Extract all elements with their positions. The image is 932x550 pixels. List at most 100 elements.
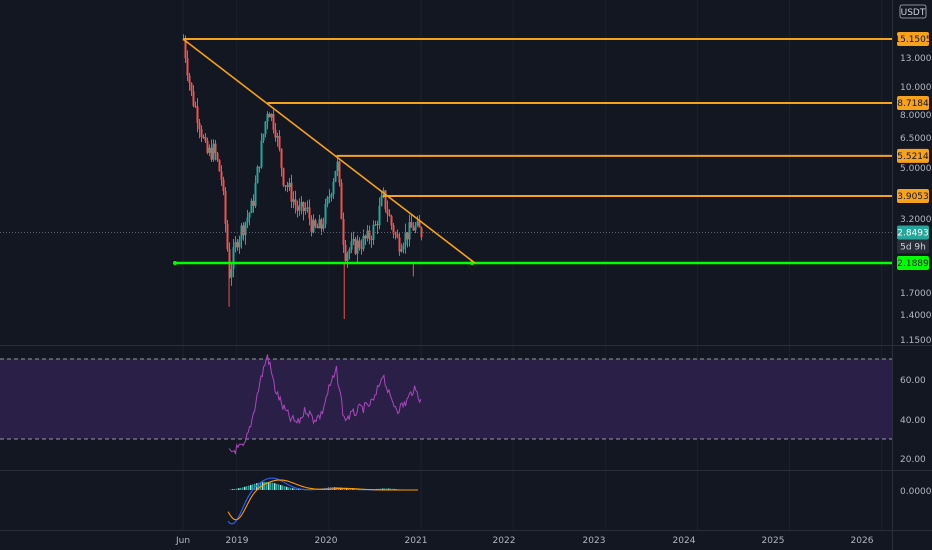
price-tick-label: 1.4000	[900, 311, 932, 321]
macd-histogram-bar	[272, 482, 274, 490]
price-tick-label: 1.7000	[900, 289, 932, 299]
candle-body	[392, 225, 395, 234]
candle-body	[264, 121, 267, 135]
candle-body	[196, 106, 199, 123]
candle-body	[312, 220, 315, 232]
time-tick-label: 2022	[493, 536, 516, 546]
rsi-tick-label: 40.00	[900, 416, 926, 426]
candle-body	[222, 179, 225, 192]
candle-body	[336, 161, 339, 171]
candle-body	[250, 200, 253, 213]
resistance-price-tag-bg	[897, 95, 929, 110]
rsi-band-fill	[0, 359, 892, 439]
trendline[interactable]	[182, 38, 476, 264]
candle-body	[260, 140, 263, 168]
candle-body	[408, 222, 411, 240]
candle-body	[290, 182, 293, 202]
candle-body	[330, 194, 333, 198]
price-tick-label: 8.0000	[900, 111, 932, 121]
macd-histogram-bar	[268, 482, 270, 490]
candle-body	[234, 242, 237, 248]
macd-histogram-bar	[284, 486, 286, 490]
candle-body	[414, 225, 417, 231]
candle-body	[386, 209, 389, 215]
resistance-price-tag-text: 8.7184	[897, 99, 929, 109]
candle-body	[390, 216, 393, 226]
candle-body	[270, 114, 273, 118]
macd-histogram-bar	[264, 482, 266, 490]
resistance-price-tag-bg	[897, 148, 929, 163]
macd-histogram-bar	[392, 488, 394, 490]
candle-body	[418, 221, 421, 228]
candle-body	[376, 224, 379, 226]
price-tick-label: 1.1500	[900, 336, 932, 346]
macd-histogram-bar	[300, 489, 302, 490]
time-tick-label: 2026	[851, 536, 874, 546]
candle-body	[258, 166, 261, 168]
candle-body	[292, 199, 295, 202]
resistance-price-tag-text: 5.5214	[897, 152, 929, 162]
candle-body	[338, 161, 341, 183]
macd-histogram-bar	[286, 486, 288, 490]
candle-body	[212, 143, 215, 160]
candle-body	[332, 181, 335, 195]
candle-body	[246, 217, 249, 223]
candle-body	[368, 230, 371, 240]
macd-histogram-bar	[382, 488, 384, 490]
current-price-tag: 2.8493	[897, 225, 929, 240]
candle-body	[254, 183, 257, 206]
candle-body	[406, 232, 409, 240]
time-tick-label: 2025	[762, 536, 785, 546]
macd-histogram-bar	[296, 488, 298, 490]
candle-body	[402, 245, 405, 250]
macd-histogram-bar	[256, 483, 258, 490]
candle-body	[190, 82, 193, 92]
price-tags: 15.1505 8.7184 5.5214 3.9053 2.8493 5d 9h 2.18…	[894, 32, 932, 270]
candle-body	[204, 137, 207, 141]
macd-histogram-bar	[232, 489, 234, 490]
candle-body	[370, 239, 373, 241]
macd-histogram-bar	[280, 484, 282, 490]
macd-histogram-bar	[290, 487, 292, 490]
macd-histogram-bar	[250, 484, 252, 490]
candle-body	[308, 207, 311, 219]
macd-histogram-bar	[240, 487, 242, 490]
currency-label: USDT	[901, 8, 926, 18]
macd-histogram-bar	[356, 489, 358, 491]
horizontal-levels[interactable]	[0, 38, 892, 265]
macd-histogram-bar	[274, 483, 276, 490]
candle-body	[194, 105, 197, 107]
grid-lines	[182, 0, 883, 530]
candle-body	[396, 233, 399, 238]
support-price-tag: 2.1889	[897, 256, 929, 270]
candle-body	[256, 166, 259, 184]
macd-histogram-bar	[258, 482, 260, 490]
candle-body	[236, 242, 239, 248]
candle-body	[220, 171, 223, 180]
currency-badge[interactable]: USDT	[899, 4, 927, 19]
macd-tick-label: 0.0000	[900, 487, 932, 497]
candle-body	[206, 140, 209, 153]
candle-body	[296, 205, 299, 211]
support-price-tag-bg	[897, 256, 929, 270]
candle-body	[334, 170, 337, 182]
candle-body	[284, 185, 287, 187]
candle-body	[240, 225, 243, 240]
candle-body	[272, 114, 275, 130]
candle-body	[266, 113, 269, 122]
candle-body	[400, 249, 403, 252]
candle-body	[186, 58, 189, 76]
macd-histogram-bar	[254, 483, 256, 490]
rsi-indicator	[228, 354, 422, 455]
candle-body	[354, 238, 357, 254]
candle-body	[344, 244, 347, 261]
candle-body	[286, 185, 289, 187]
price-tick-label: 13.0000	[900, 54, 932, 64]
macd-histogram-bar	[252, 484, 254, 490]
macd-histogram-bar	[282, 485, 284, 490]
candle-body	[320, 219, 323, 229]
candle-body	[310, 218, 313, 232]
macd-histogram-bar	[294, 488, 296, 490]
